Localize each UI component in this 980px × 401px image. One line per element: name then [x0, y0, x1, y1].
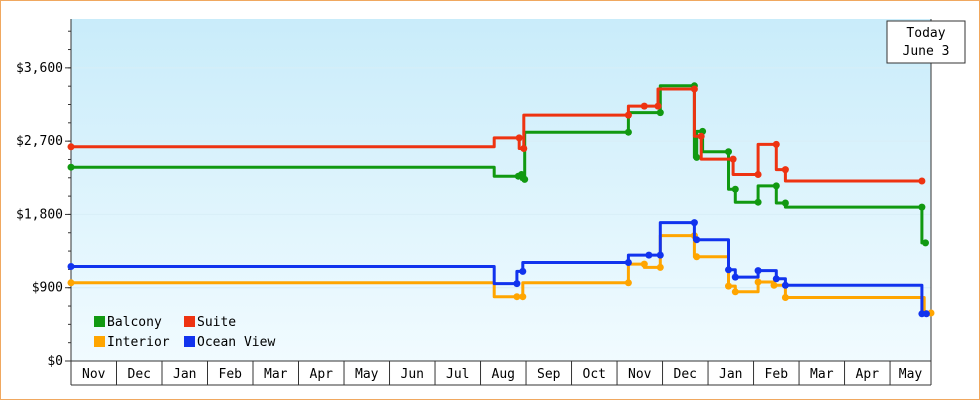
legend-label: Suite: [197, 315, 236, 330]
legend: Balcony Suite Interior Ocean View: [94, 315, 275, 350]
month-label: Jan: [173, 367, 196, 382]
y-tick-label: $900: [32, 281, 63, 296]
legend-swatch: [94, 336, 105, 347]
data-point: [754, 198, 762, 206]
data-point: [67, 263, 75, 270]
data-point: [754, 278, 762, 286]
y-tick-label: $0: [47, 354, 63, 369]
legend-swatch: [94, 316, 105, 327]
data-point: [693, 153, 701, 161]
today-date: June 3: [903, 44, 950, 59]
data-point: [781, 199, 789, 207]
month-label: Apr: [856, 367, 880, 382]
month-label: Dec: [674, 367, 697, 382]
data-point: [772, 182, 780, 190]
month-label: Mar: [810, 367, 834, 382]
month-label: Jun: [401, 367, 424, 382]
data-point: [654, 102, 662, 110]
data-point: [729, 155, 737, 163]
month-label: Feb: [219, 367, 243, 382]
data-point: [520, 145, 528, 152]
data-point: [67, 163, 75, 171]
y-tick-label: $3,600: [16, 61, 63, 76]
data-point: [640, 260, 648, 268]
data-point: [731, 288, 739, 296]
data-point: [645, 251, 653, 259]
data-point: [640, 102, 648, 110]
legend-swatch: [184, 336, 195, 347]
y-tick-label: $2,700: [16, 134, 63, 149]
y-axis-ticks: $0 $900 $1,800 $2,700 $3,600: [16, 30, 71, 369]
month-label: Aug: [492, 367, 515, 382]
month-label: Oct: [583, 367, 606, 382]
month-label: Mar: [264, 367, 288, 382]
month-label: Dec: [128, 367, 151, 382]
data-point: [772, 275, 780, 283]
data-point: [781, 281, 789, 289]
data-point: [918, 203, 926, 211]
data-point: [754, 171, 762, 178]
data-point: [656, 109, 664, 117]
data-point: [513, 293, 521, 301]
data-point: [918, 177, 926, 185]
data-point: [515, 134, 523, 142]
data-point: [513, 280, 521, 288]
month-label: May: [899, 367, 923, 382]
data-point: [67, 279, 75, 287]
today-box: [886, 20, 966, 64]
data-point: [690, 85, 698, 93]
x-axis-months: Nov Dec Jan Feb Mar Apr May Jun Jul Aug Sep Oct Nov D…: [70, 361, 923, 385]
data-point: [731, 273, 739, 281]
month-label: Apr: [310, 367, 334, 382]
month-label: May: [355, 367, 379, 382]
data-point: [770, 281, 778, 289]
data-point: [656, 263, 664, 271]
data-point: [725, 148, 732, 156]
data-point: [624, 259, 632, 266]
data-point: [772, 140, 780, 148]
data-point: [922, 310, 930, 318]
today-label: Today: [906, 26, 945, 41]
legend-swatch: [184, 316, 195, 327]
month-label: Jan: [719, 367, 742, 382]
plot-area: [71, 19, 931, 361]
today-annotation: Today June 3: [886, 20, 966, 64]
data-point: [781, 166, 789, 174]
data-point: [754, 267, 762, 275]
data-point: [690, 219, 698, 227]
data-point: [725, 282, 732, 290]
data-point: [521, 175, 529, 183]
y-tick-label: $1,800: [16, 207, 63, 222]
month-label: Jul: [446, 367, 469, 382]
legend-label: Balcony: [107, 315, 162, 330]
data-point: [693, 253, 701, 261]
data-point: [693, 236, 701, 244]
data-point: [781, 294, 789, 301]
month-label: Feb: [765, 367, 789, 382]
month-label: Nov: [628, 367, 652, 382]
data-point: [624, 128, 632, 136]
month-label: Sep: [537, 367, 561, 382]
data-point: [725, 266, 732, 274]
data-point: [731, 185, 739, 193]
data-point: [656, 251, 664, 259]
series-lines: [67, 82, 935, 318]
data-point: [624, 111, 632, 119]
data-point: [624, 279, 632, 287]
axes: [70, 19, 932, 386]
data-point: [519, 267, 527, 275]
data-point: [519, 293, 527, 301]
legend-label: Interior: [107, 335, 170, 350]
data-point: [697, 132, 705, 140]
data-point: [67, 143, 75, 151]
month-label: Nov: [82, 367, 106, 382]
data-point: [922, 239, 929, 247]
legend-label: Ocean View: [197, 335, 275, 350]
